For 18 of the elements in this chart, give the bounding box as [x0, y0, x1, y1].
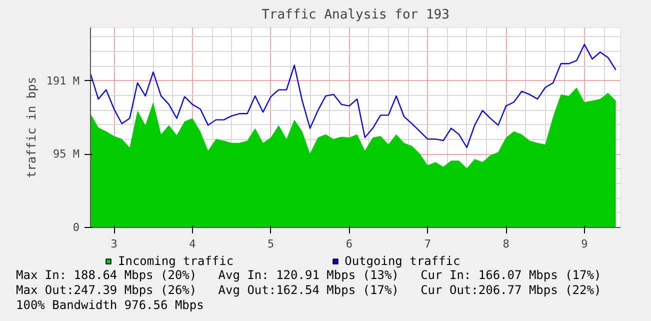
y-tick-label: 0	[72, 221, 80, 234]
text: Max In: 188.64 Mbps (20%) Avg In: 120.91 Mbps (13%) Cur In: 166.07 Mbps (17%)	[16, 268, 602, 283]
text: Max Out:247.39 Mbps (26%) Avg Out:162.54 Mbps (17%) Cur Out:206.77 Mbps (22%)	[16, 283, 602, 298]
x-tick-label: 8	[502, 238, 510, 250]
legend-label: Outgoing traffic	[344, 254, 460, 268]
y-tick-label: 191 M	[46, 74, 80, 88]
y-tick-label: 95 M	[53, 148, 80, 161]
x-tick-label: 6	[346, 238, 353, 250]
line-series	[90, 44, 616, 148]
x-tick-label: 5	[268, 238, 274, 250]
x-tick-label: 4	[189, 238, 196, 250]
x-tick-label: 9	[581, 238, 588, 250]
text: 100% Bandwidth 976.56 Mbps	[16, 298, 204, 313]
chart-title: Traffic Analysis for 193	[262, 8, 450, 22]
legend-label: Incoming traffic	[118, 254, 234, 268]
x-tick-label: 3	[110, 238, 118, 250]
x-tick-label: 7	[424, 238, 431, 250]
y-axis-title: traffic in bps	[24, 76, 38, 178]
